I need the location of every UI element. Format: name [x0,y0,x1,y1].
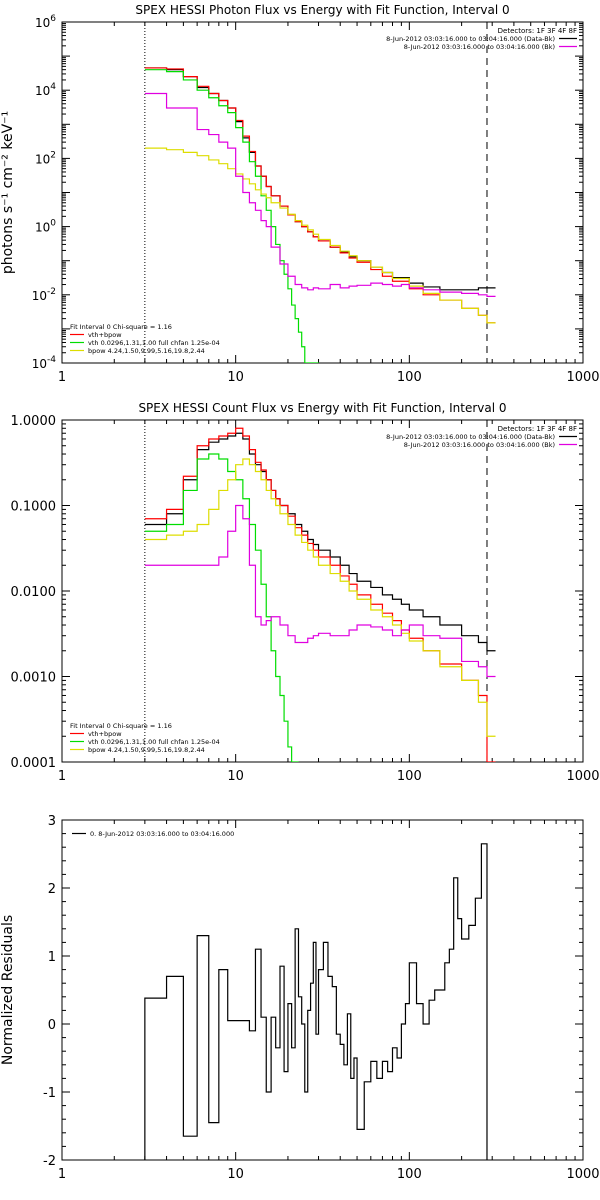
fit-legend-label: vth+bpow [88,730,122,738]
series-line-1 [144,427,496,762]
count-flux-panel: 1 10 100 1000 0.0001 0.0010 0.0100 0.1000 1.0000… [11,401,600,784]
y-axis-label: Normalized Residuals [0,915,16,1065]
x-tick-label: 1 [58,769,66,784]
plot-frame [61,419,584,763]
fit-legend-header: Fit Interval 0 Chi-square = 1.16 [70,722,172,730]
y-tick-label: 0.0001 [11,756,57,771]
y-tick-label: 0.1000 [11,500,57,515]
y-axis-label: photons s⁻¹ cm⁻² keV⁻¹ [0,111,16,274]
y-tick-label: 10-4 [32,355,57,371]
fit-legend-label: vth+bpow [88,331,122,339]
x-tick-label: 1 [58,1167,66,1182]
series-line-1 [144,67,496,324]
y-tick-label: 100 [35,219,56,235]
y-tick-label: 0.0010 [11,671,57,686]
series-line-0 [144,843,488,1160]
series-line-2 [144,69,319,363]
fit-legend-label: vth 0.0296,1.31,1.00 full chfan 1.25e-04 [88,339,220,347]
fit-legend-label: vth 0.0296,1.31,1.00 full chfan 1.25e-04 [88,738,220,746]
y-tick-label: 2 [48,882,56,897]
y-tick-label: 106 [35,14,56,30]
plot-frame [61,21,584,364]
y-tick-label: 1.0000 [11,414,57,429]
x-tick-label: 1000 [566,1167,599,1182]
fit-legend-header: Fit Interval 0 Chi-square = 1.16 [70,323,172,331]
residual-legend-label: 0. 8-Jun-2012 03:03:16.000 to 03:04:16.0… [90,830,234,838]
chart-title: SPEX HESSI Photon Flux vs Energy with Fi… [135,3,509,17]
x-tick-label: 100 [397,370,422,385]
y-tick-label: 102 [35,150,56,166]
residuals-panel: 1 10 100 1000 -2 -1 0 1 2 3 Normalized Residuals 0.… [0,814,600,1182]
x-tick-label: 100 [397,1167,422,1182]
y-tick-label: 0.0100 [11,585,57,600]
y-tick-label: -1 [43,1086,56,1101]
plot-frame [61,819,584,1161]
legend-entry-label: 8-Jun-2012 03:03:16.000 to 03:04:16.000 … [404,43,555,51]
y-tick-label: 1 [48,950,56,965]
series-line-4 [144,504,496,678]
x-tick-label: 1 [58,370,66,385]
chart-title: SPEX HESSI Count Flux vs Energy with Fit… [138,401,506,415]
series-line-3 [144,147,496,324]
photon-flux-panel: 1 10 100 1000 10-4 10-2 100 102 104 106 SPEX HESSI… [0,3,600,385]
x-tick-label: 10 [227,1167,244,1182]
x-tick-label: 100 [397,769,422,784]
series-line-0 [144,67,496,291]
y-tick-label: 0 [48,1018,56,1033]
legend-entry-label: 8-Jun-2012 03:03:16.000 to 03:04:16.000 … [386,35,555,43]
series-line-4 [144,92,496,297]
fit-legend-label: bpow 4.24,1.50,9.99,5.16,19.8,2.44 [88,746,205,754]
y-tick-label: 104 [35,82,56,98]
x-tick-label: 1000 [566,370,599,385]
legend-header: Detectors: 1F 3F 4F 8F [498,425,577,433]
y-tick-label: 3 [48,814,56,829]
legend-entry-label: 8-Jun-2012 03:03:16.000 to 03:04:16.000 … [404,441,555,449]
series-line-2 [144,453,299,762]
series-line-3 [144,458,496,737]
legend-entry-label: 8-Jun-2012 03:03:16.000 to 03:04:16.000 … [386,433,555,441]
legend-header: Detectors: 1F 3F 4F 8F [498,27,577,35]
x-tick-label: 10 [227,769,244,784]
y-tick-label: 10-2 [32,287,56,303]
x-tick-label: 1000 [566,769,599,784]
fit-legend-label: bpow 4.24,1.50,9.99,5.16,19.8,2.44 [88,347,205,355]
y-tick-label: -2 [43,1154,56,1169]
x-tick-label: 10 [227,370,244,385]
